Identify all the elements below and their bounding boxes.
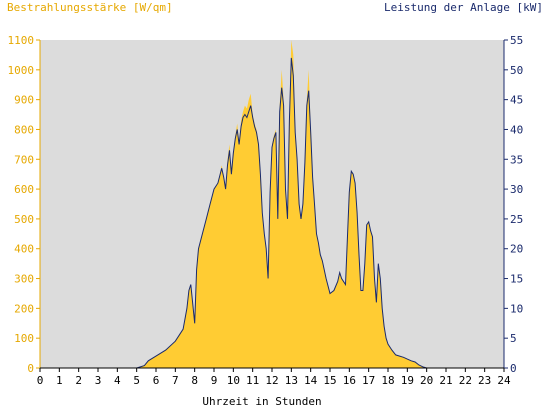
x-tick-label: 21 <box>439 374 452 387</box>
right-tick-label: 40 <box>510 123 523 136</box>
right-tick-label: 10 <box>510 302 523 315</box>
left-tick-label: 800 <box>14 123 34 136</box>
x-tick-label: 16 <box>343 374 356 387</box>
x-tick-label: 18 <box>381 374 394 387</box>
right-tick-label: 0 <box>510 362 517 375</box>
x-tick-label: 14 <box>304 374 318 387</box>
left-tick-label: 0 <box>27 362 34 375</box>
x-tick-label: 10 <box>227 374 240 387</box>
left-tick-label: 600 <box>14 183 34 196</box>
left-tick-label: 1100 <box>8 34 35 47</box>
x-tick-label: 22 <box>459 374 472 387</box>
right-tick-label: 25 <box>510 213 523 226</box>
right-axis-title: Leistung der Anlage [kW] <box>384 1 543 14</box>
left-tick-label: 100 <box>14 332 34 345</box>
right-tick-label: 45 <box>510 94 523 107</box>
right-tick-label: 5 <box>510 332 517 345</box>
left-axis-title: Bestrahlungsstärke [W/qm] <box>7 1 173 14</box>
x-tick-label: 4 <box>114 374 121 387</box>
axes-layer: 0100200300400500600700800900100011000510… <box>8 34 524 387</box>
x-tick-label: 24 <box>497 374 511 387</box>
left-tick-label: 1000 <box>8 64 35 77</box>
x-tick-label: 20 <box>420 374 433 387</box>
x-tick-label: 19 <box>401 374 414 387</box>
left-tick-label: 500 <box>14 213 34 226</box>
right-tick-label: 20 <box>510 243 523 256</box>
x-tick-label: 23 <box>478 374 491 387</box>
x-tick-label: 13 <box>285 374 298 387</box>
x-tick-label: 2 <box>75 374 82 387</box>
x-tick-label: 11 <box>246 374 259 387</box>
x-tick-label: 1 <box>56 374 63 387</box>
left-tick-label: 200 <box>14 302 34 315</box>
x-tick-label: 7 <box>172 374 179 387</box>
right-tick-label: 15 <box>510 273 523 286</box>
x-tick-label: 17 <box>362 374 375 387</box>
x-tick-label: 5 <box>133 374 140 387</box>
power-line <box>40 57 504 369</box>
x-axis-label: Uhrzeit in Stunden <box>202 395 321 408</box>
x-tick-label: 9 <box>211 374 218 387</box>
right-tick-label: 35 <box>510 153 523 166</box>
right-tick-label: 50 <box>510 64 523 77</box>
right-tick-label: 30 <box>510 183 523 196</box>
x-tick-label: 6 <box>153 374 160 387</box>
x-tick-label: 3 <box>95 374 102 387</box>
left-tick-label: 400 <box>14 243 34 256</box>
x-tick-label: 0 <box>37 374 44 387</box>
x-tick-label: 15 <box>323 374 336 387</box>
irradiance-area <box>40 40 504 368</box>
left-tick-label: 700 <box>14 153 34 166</box>
left-tick-label: 900 <box>14 94 34 107</box>
left-tick-label: 300 <box>14 273 34 286</box>
right-tick-label: 55 <box>510 34 523 47</box>
x-tick-label: 12 <box>265 374 278 387</box>
series-layer <box>40 40 504 369</box>
x-tick-label: 8 <box>191 374 198 387</box>
